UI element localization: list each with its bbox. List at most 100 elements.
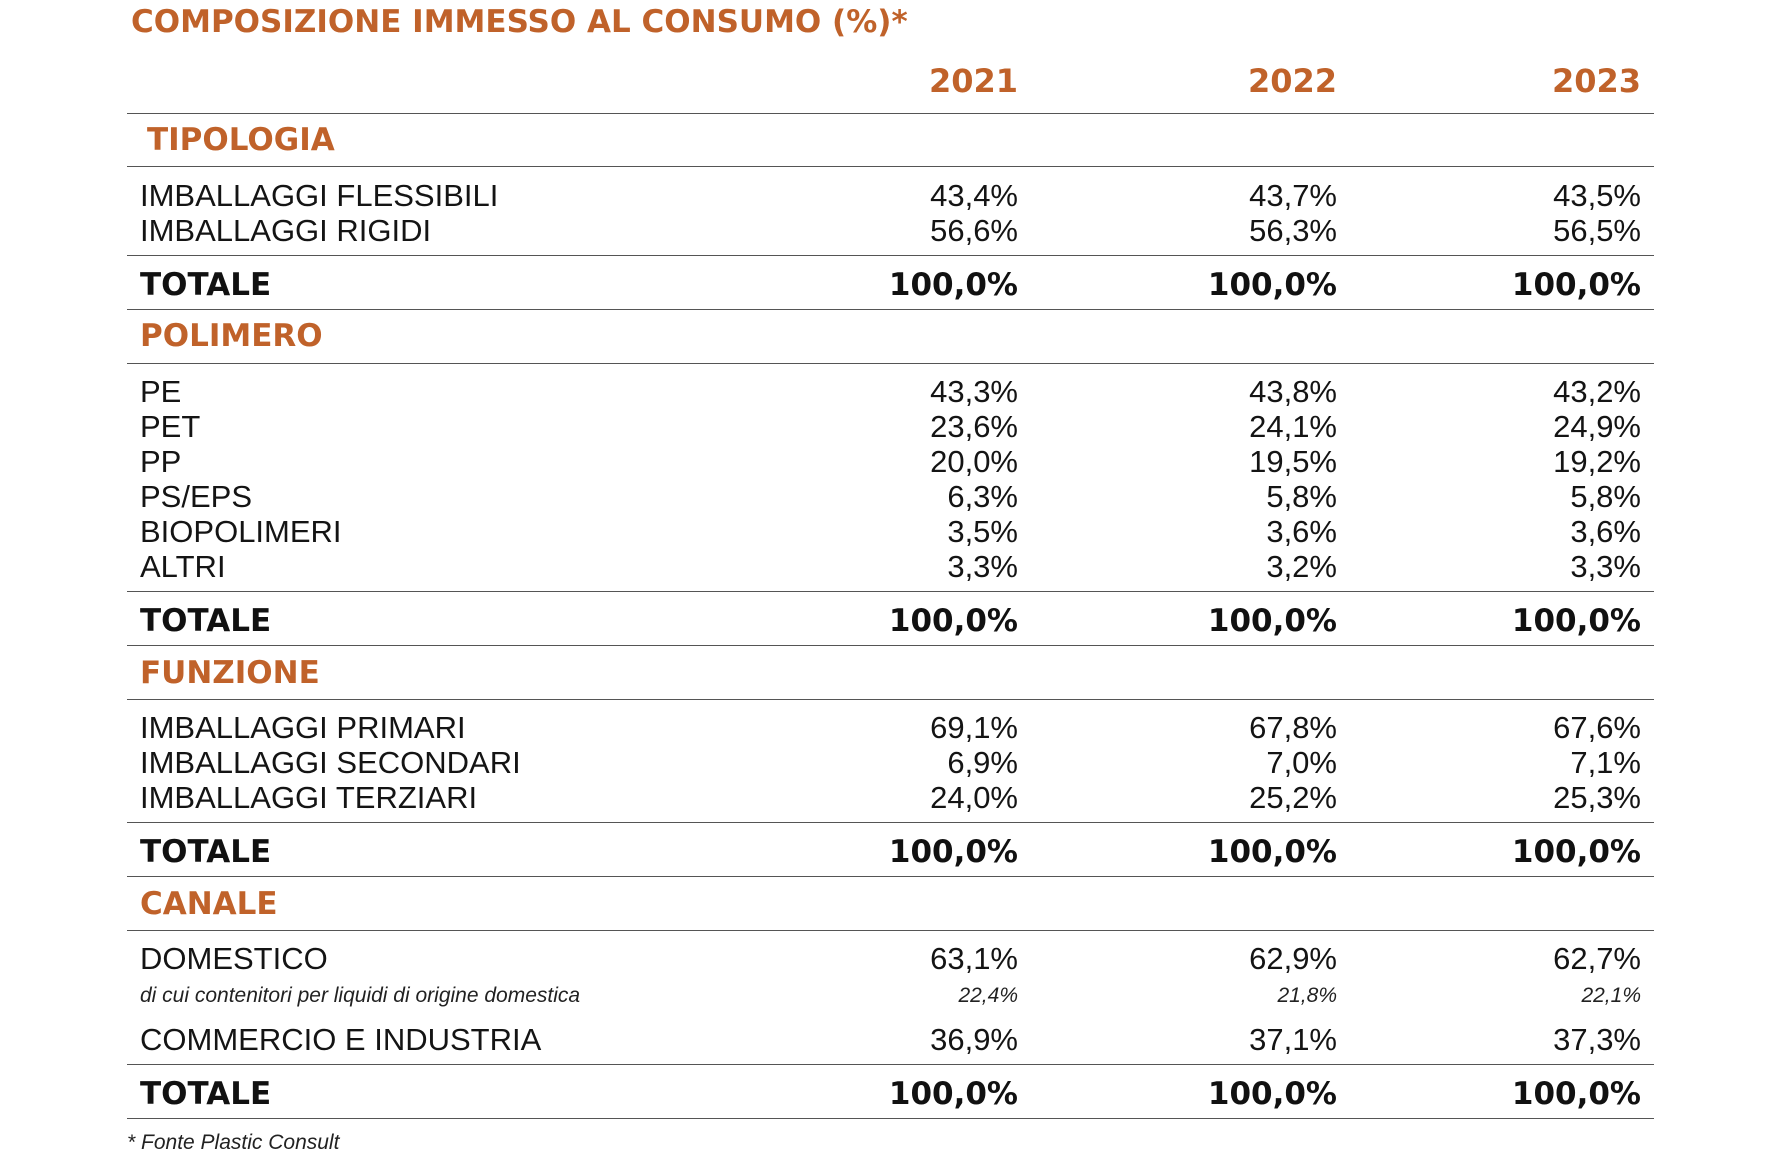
value-2021: 69,1% [930, 710, 1018, 745]
value-2023: 5,8% [1570, 479, 1641, 514]
divider [127, 1064, 1654, 1065]
value-2021: 24,0% [930, 780, 1018, 815]
row-label: DOMESTICO [140, 941, 328, 976]
total-2021: 100,0% [888, 1076, 1018, 1112]
value-2023: 43,2% [1553, 374, 1641, 409]
total-row: TOTALE 100,0% 100,0% 100,0% [0, 265, 1784, 305]
total-label: TOTALE [140, 1076, 272, 1112]
total-2023: 100,0% [1511, 267, 1641, 303]
row-label: BIOPOLIMERI [140, 514, 342, 549]
row-label: PET [140, 409, 201, 444]
value-2023: 62,7% [1553, 941, 1641, 976]
value-2023: 3,6% [1570, 514, 1641, 549]
value-2023: 56,5% [1553, 213, 1641, 248]
divider [127, 363, 1654, 364]
divider [127, 591, 1654, 592]
divider [127, 822, 1654, 823]
total-2021: 100,0% [888, 603, 1018, 639]
value-2021: 3,3% [947, 549, 1018, 584]
total-2023: 100,0% [1511, 603, 1641, 639]
value-2021: 3,5% [947, 514, 1018, 549]
divider [127, 166, 1654, 167]
table-row: ALTRI 3,3% 3,2% 3,3% [0, 549, 1784, 584]
divider [127, 876, 1654, 877]
value-2021: 6,9% [947, 745, 1018, 780]
row-label: IMBALLAGGI TERZIARI [140, 780, 478, 815]
divider [127, 255, 1654, 256]
section-heading-canale: CANALE [140, 886, 278, 922]
row-label: COMMERCIO E INDUSTRIA [140, 1022, 542, 1057]
row-label: ALTRI [140, 549, 226, 584]
total-2022: 100,0% [1207, 603, 1337, 639]
table-title: COMPOSIZIONE IMMESSO AL CONSUMO (%)* [131, 4, 908, 40]
row-label: IMBALLAGGI PRIMARI [140, 710, 466, 745]
total-row: TOTALE 100,0% 100,0% 100,0% [0, 832, 1784, 872]
value-2023: 24,9% [1553, 409, 1641, 444]
year-2021-header: 2021 [928, 62, 1018, 100]
row-label: IMBALLAGGI FLESSIBILI [140, 178, 499, 213]
total-row: TOTALE 100,0% 100,0% 100,0% [0, 1074, 1784, 1114]
value-2022: 7,0% [1266, 745, 1337, 780]
value-2023: 37,3% [1553, 1022, 1641, 1057]
table-row: DOMESTICO 63,1% 62,9% 62,7% [0, 941, 1784, 976]
value-2022: 67,8% [1249, 710, 1337, 745]
value-2022: 24,1% [1249, 409, 1337, 444]
divider [127, 645, 1654, 646]
section-heading-tipologia: TIPOLOGIA [147, 122, 335, 158]
total-label: TOTALE [140, 267, 272, 303]
table-row: PS/EPS 6,3% 5,8% 5,8% [0, 479, 1784, 514]
value-2023: 19,2% [1553, 444, 1641, 479]
total-row: TOTALE 100,0% 100,0% 100,0% [0, 601, 1784, 641]
value-2021: 22,4% [958, 984, 1018, 1007]
row-label: PS/EPS [140, 479, 252, 514]
total-label: TOTALE [140, 834, 272, 870]
value-2022: 43,7% [1249, 178, 1337, 213]
year-2023-header: 2023 [1551, 62, 1641, 100]
value-2022: 43,8% [1249, 374, 1337, 409]
value-2022: 21,8% [1277, 984, 1337, 1007]
value-2022: 3,6% [1266, 514, 1337, 549]
value-2023: 22,1% [1581, 984, 1641, 1007]
total-2023: 100,0% [1511, 1076, 1641, 1112]
row-label: PP [140, 444, 182, 479]
value-2021: 43,3% [930, 374, 1018, 409]
divider [127, 930, 1654, 931]
value-2023: 3,3% [1570, 549, 1641, 584]
value-2021: 43,4% [930, 178, 1018, 213]
value-2021: 20,0% [930, 444, 1018, 479]
table-row: PP 20,0% 19,5% 19,2% [0, 444, 1784, 479]
table-row: IMBALLAGGI SECONDARI 6,9% 7,0% 7,1% [0, 745, 1784, 780]
table-row: BIOPOLIMERI 3,5% 3,6% 3,6% [0, 514, 1784, 549]
total-2021: 100,0% [888, 267, 1018, 303]
year-2022-header: 2022 [1247, 62, 1337, 100]
section-heading-polimero: POLIMERO [140, 318, 323, 354]
table-row: IMBALLAGGI PRIMARI 69,1% 67,8% 67,6% [0, 710, 1784, 745]
value-2021: 6,3% [947, 479, 1018, 514]
value-2022: 37,1% [1249, 1022, 1337, 1057]
year-header: 2021 2022 2023 [0, 62, 1784, 112]
row-label: di cui contenitori per liquidi di origin… [140, 984, 581, 1007]
value-2023: 43,5% [1553, 178, 1641, 213]
table-row: IMBALLAGGI TERZIARI 24,0% 25,2% 25,3% [0, 780, 1784, 815]
value-2023: 7,1% [1570, 745, 1641, 780]
table-row: PET 23,6% 24,1% 24,9% [0, 409, 1784, 444]
value-2021: 63,1% [930, 941, 1018, 976]
value-2022: 5,8% [1266, 479, 1337, 514]
value-2023: 67,6% [1553, 710, 1641, 745]
table-subrow: di cui contenitori per liquidi di origin… [0, 983, 1784, 1009]
source-footnote: * Fonte Plastic Consult [127, 1131, 340, 1154]
total-label: TOTALE [140, 603, 272, 639]
table-row: PE 43,3% 43,8% 43,2% [0, 374, 1784, 409]
total-2022: 100,0% [1207, 1076, 1337, 1112]
row-label: IMBALLAGGI RIGIDI [140, 213, 432, 248]
divider [127, 309, 1654, 310]
value-2022: 62,9% [1249, 941, 1337, 976]
row-label: PE [140, 374, 182, 409]
value-2021: 36,9% [930, 1022, 1018, 1057]
value-2021: 23,6% [930, 409, 1018, 444]
table-row: IMBALLAGGI RIGIDI 56,6% 56,3% 56,5% [0, 213, 1784, 248]
divider [127, 1118, 1654, 1119]
value-2022: 19,5% [1249, 444, 1337, 479]
total-2021: 100,0% [888, 834, 1018, 870]
value-2023: 25,3% [1553, 780, 1641, 815]
